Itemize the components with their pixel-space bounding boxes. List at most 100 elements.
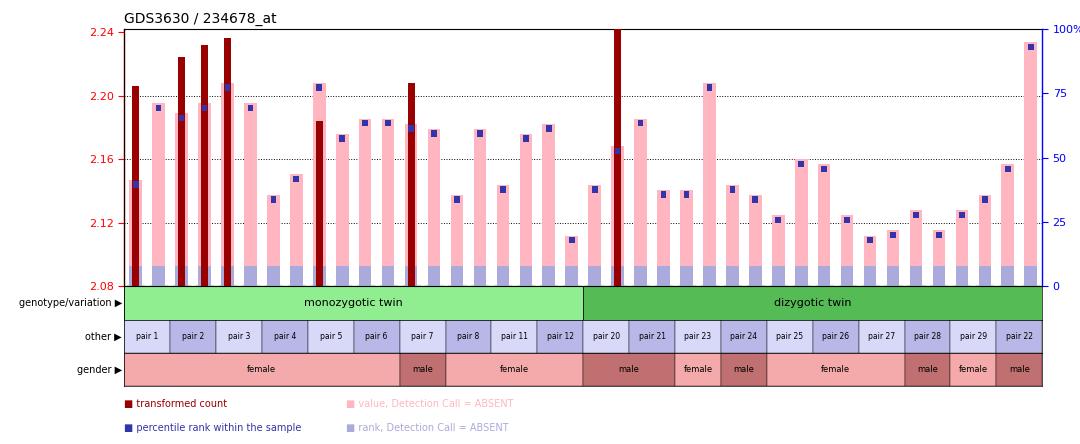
Bar bbox=[542, 266, 555, 286]
Bar bbox=[583, 286, 1042, 320]
Text: pair 2: pair 2 bbox=[181, 332, 204, 341]
Bar bbox=[178, 57, 185, 286]
Bar bbox=[1001, 164, 1014, 286]
Bar bbox=[175, 113, 188, 286]
Bar bbox=[726, 185, 739, 286]
Bar bbox=[405, 123, 417, 286]
Bar bbox=[589, 185, 600, 286]
Text: pair 3: pair 3 bbox=[228, 332, 251, 341]
Bar bbox=[244, 266, 257, 286]
Bar bbox=[795, 159, 808, 286]
Text: pair 4: pair 4 bbox=[273, 332, 296, 341]
Bar bbox=[933, 266, 945, 286]
Bar bbox=[658, 190, 670, 286]
Bar bbox=[474, 129, 486, 286]
Bar bbox=[224, 38, 231, 286]
Bar bbox=[382, 119, 394, 286]
Bar bbox=[130, 179, 141, 286]
Bar bbox=[519, 134, 532, 286]
Bar bbox=[905, 353, 950, 386]
Text: pair 28: pair 28 bbox=[914, 332, 941, 341]
Bar bbox=[221, 83, 233, 286]
Bar bbox=[589, 266, 600, 286]
Bar bbox=[859, 320, 905, 353]
Bar bbox=[454, 196, 460, 203]
Text: male: male bbox=[413, 365, 433, 374]
Bar bbox=[500, 186, 505, 193]
Bar bbox=[359, 119, 372, 286]
Bar bbox=[767, 353, 905, 386]
Bar bbox=[171, 320, 216, 353]
Bar bbox=[407, 83, 415, 286]
Bar bbox=[1004, 166, 1011, 172]
Bar bbox=[950, 320, 997, 353]
Bar bbox=[247, 105, 254, 111]
Bar bbox=[405, 266, 417, 286]
Bar bbox=[818, 164, 831, 286]
Text: female: female bbox=[684, 365, 713, 374]
Text: female: female bbox=[821, 365, 850, 374]
Bar bbox=[428, 129, 441, 286]
Bar bbox=[199, 266, 211, 286]
Bar bbox=[887, 266, 900, 286]
Bar bbox=[909, 210, 922, 286]
Bar bbox=[703, 266, 716, 286]
Bar bbox=[133, 181, 138, 187]
Bar bbox=[721, 353, 767, 386]
Text: pair 1: pair 1 bbox=[136, 332, 159, 341]
Bar bbox=[750, 195, 761, 286]
Bar bbox=[497, 185, 509, 286]
Bar bbox=[703, 83, 716, 286]
Text: GDS3630 / 234678_at: GDS3630 / 234678_at bbox=[124, 12, 276, 27]
Bar bbox=[519, 266, 532, 286]
Bar bbox=[680, 190, 692, 286]
Bar bbox=[569, 237, 575, 243]
Bar bbox=[721, 320, 767, 353]
Bar bbox=[267, 195, 280, 286]
Text: female: female bbox=[959, 365, 988, 374]
Text: female: female bbox=[247, 365, 276, 374]
Bar bbox=[684, 191, 689, 198]
Bar bbox=[124, 320, 171, 353]
Bar bbox=[956, 266, 968, 286]
Text: ■ transformed count: ■ transformed count bbox=[124, 399, 227, 409]
Bar bbox=[933, 230, 945, 286]
Bar bbox=[845, 217, 850, 223]
Bar bbox=[767, 320, 813, 353]
Bar bbox=[291, 266, 302, 286]
Bar bbox=[630, 320, 675, 353]
Bar bbox=[982, 196, 988, 203]
Text: male: male bbox=[733, 365, 754, 374]
Bar bbox=[841, 266, 853, 286]
Text: pair 24: pair 24 bbox=[730, 332, 757, 341]
Bar bbox=[359, 266, 372, 286]
Bar bbox=[294, 176, 299, 182]
Text: ■ value, Detection Call = ABSENT: ■ value, Detection Call = ABSENT bbox=[346, 399, 513, 409]
Bar bbox=[124, 353, 400, 386]
Text: male: male bbox=[619, 365, 639, 374]
Bar bbox=[336, 134, 349, 286]
Bar bbox=[821, 166, 827, 172]
Bar bbox=[225, 84, 230, 91]
Text: dizygotic twin: dizygotic twin bbox=[774, 298, 851, 308]
Text: pair 26: pair 26 bbox=[822, 332, 849, 341]
Bar bbox=[400, 353, 446, 386]
Text: male: male bbox=[917, 365, 937, 374]
Bar bbox=[890, 232, 896, 238]
Bar bbox=[262, 320, 308, 353]
Bar bbox=[1001, 266, 1014, 286]
Bar bbox=[523, 135, 529, 142]
Bar bbox=[431, 130, 437, 137]
Bar bbox=[315, 121, 323, 286]
Bar bbox=[772, 215, 784, 286]
Bar bbox=[156, 105, 162, 111]
Bar bbox=[354, 320, 400, 353]
Bar bbox=[913, 212, 919, 218]
Bar bbox=[772, 266, 784, 286]
Bar bbox=[446, 353, 583, 386]
Bar bbox=[959, 212, 964, 218]
Bar bbox=[566, 266, 578, 286]
Bar bbox=[841, 215, 853, 286]
Bar bbox=[132, 86, 139, 286]
Text: ■ rank, Detection Call = ABSENT: ■ rank, Detection Call = ABSENT bbox=[346, 424, 509, 433]
